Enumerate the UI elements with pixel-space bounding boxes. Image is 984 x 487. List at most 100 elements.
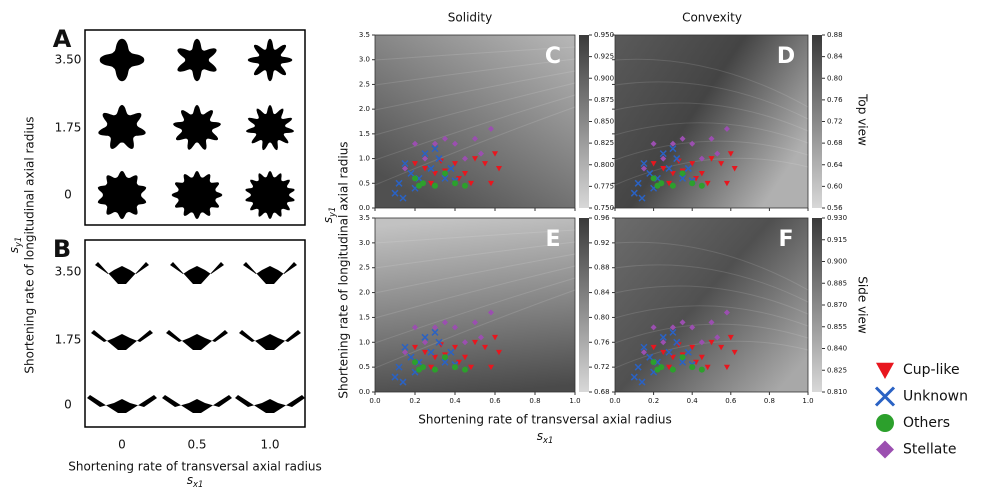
contour-line — [374, 241, 576, 269]
marker — [492, 151, 498, 157]
symbol: s — [7, 247, 21, 253]
axis-symbol: sy1 — [321, 207, 337, 224]
marker — [462, 171, 468, 177]
marker — [689, 180, 696, 187]
contour-line — [374, 94, 576, 161]
y-tick-label: 2.5 — [359, 264, 370, 272]
marker — [416, 366, 422, 373]
marker — [472, 135, 478, 142]
marker — [496, 166, 502, 172]
colorbar-tick-label: 0.76 — [594, 338, 610, 346]
marker — [431, 145, 439, 153]
marker — [412, 175, 418, 182]
subscript: x1 — [542, 435, 553, 445]
colorbar — [579, 218, 589, 392]
marker — [432, 354, 438, 361]
legend-marker — [874, 386, 896, 407]
y-tick-label: 3.5 — [359, 31, 370, 39]
subscript: x1 — [192, 479, 203, 487]
marker — [669, 366, 676, 373]
marker — [630, 373, 638, 381]
colorbar-tick-label: 0.900 — [827, 258, 847, 266]
y-tick-label: 2.0 — [359, 105, 370, 113]
x-tick-label: 0.8 — [529, 397, 540, 405]
marker — [669, 171, 676, 177]
marker — [399, 378, 407, 386]
row-title: Side view — [856, 276, 870, 334]
shape-silhouette — [245, 170, 295, 220]
marker — [693, 359, 700, 366]
colorbar-tick-label: 0.900 — [594, 74, 614, 82]
shape-silhouette — [97, 170, 147, 220]
x-tick-label: 1.0 — [569, 397, 580, 405]
axis-symbol: sx1 — [537, 429, 554, 445]
marker — [708, 135, 715, 142]
marker — [462, 155, 468, 162]
y-tick-label: 3.0 — [359, 56, 370, 64]
marker — [684, 164, 692, 172]
marker — [689, 161, 696, 167]
colorbar-tick-label: 0.800 — [594, 161, 614, 169]
legend-marker — [876, 440, 894, 459]
contour-background — [374, 217, 576, 393]
colorbar-tick-label: 0.64 — [827, 161, 843, 169]
marker — [634, 363, 642, 371]
marker — [673, 155, 681, 163]
marker — [452, 364, 458, 371]
marker — [407, 353, 415, 361]
row-label: 3.50 — [55, 53, 82, 67]
marker — [727, 334, 734, 341]
marker — [684, 348, 692, 356]
contour-line — [374, 253, 576, 294]
colorbar-tick-label: 0.825 — [827, 366, 847, 374]
marker — [401, 159, 409, 168]
marker — [472, 339, 478, 346]
shape-silhouette — [91, 330, 153, 350]
marker — [650, 359, 657, 366]
marker — [660, 166, 667, 172]
x-title: Shortening rate of transversal axial rad… — [68, 460, 322, 474]
marker — [698, 339, 705, 346]
marker — [708, 156, 715, 162]
col-label: 1.0 — [260, 438, 279, 452]
marker — [452, 161, 458, 167]
colorbar-tick-label: 0.930 — [827, 214, 847, 222]
marker — [679, 135, 686, 142]
y-tick-label: 0.0 — [359, 388, 370, 396]
marker — [723, 364, 730, 371]
column-title: Convexity — [682, 11, 742, 25]
row-title: Top view — [856, 93, 870, 146]
shape-silhouette — [246, 104, 294, 151]
shape-silhouette — [173, 104, 221, 150]
contour-line — [614, 122, 809, 144]
marker — [654, 182, 661, 189]
marker — [492, 334, 498, 341]
subscript: y1 — [327, 207, 337, 218]
colorbar-tick-label: 0.810 — [827, 388, 847, 396]
marker — [660, 155, 667, 162]
marker — [689, 140, 696, 147]
symbol: s — [187, 473, 193, 487]
marker — [488, 125, 494, 132]
panel-b-box — [84, 239, 306, 428]
contour-line — [614, 305, 809, 327]
marker — [640, 349, 647, 356]
colorbar-tick-label: 0.72 — [594, 363, 610, 371]
shape-silhouette — [87, 395, 157, 413]
marker — [421, 333, 429, 341]
x-tick-label: 0.6 — [489, 397, 501, 405]
marker — [391, 373, 399, 381]
marker — [452, 344, 458, 351]
y-tick-label: 3.0 — [359, 239, 370, 247]
row-label: 1.75 — [55, 121, 82, 135]
marker — [669, 354, 676, 361]
x-tick-label: 0.2 — [648, 397, 659, 405]
y-title: Shortening rate of longitudinal axial ra… — [23, 116, 37, 373]
marker — [442, 135, 448, 142]
marker — [708, 319, 715, 326]
marker — [422, 349, 428, 356]
marker — [708, 339, 715, 346]
contour-background — [614, 34, 809, 209]
x-tick-label: 0.0 — [609, 397, 620, 405]
